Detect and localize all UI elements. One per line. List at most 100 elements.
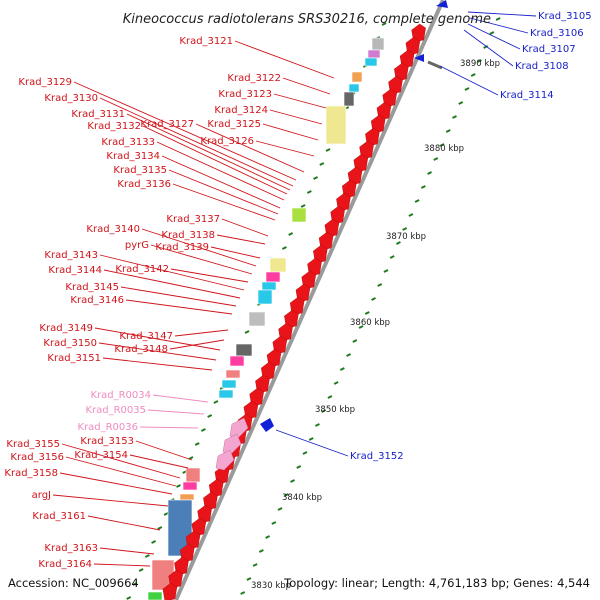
gene-label: Krad_3164 (38, 559, 92, 570)
gene-label: Krad_3142 (115, 264, 169, 275)
leader-line (161, 155, 281, 209)
tick-mark (495, 17, 501, 21)
leader-line (99, 97, 294, 187)
tick-mark (452, 115, 457, 119)
tick-mark (476, 59, 482, 63)
leader-line (99, 254, 245, 291)
gene-label: Krad_3105 (538, 11, 592, 22)
label-layer: 3890 kbp 3880 kbp 3870 kbp 3860 kbp 3850 kbp… (4, 11, 591, 591)
gene-label: Krad_R0035 (85, 405, 146, 416)
gene-label: Krad_3134 (106, 151, 160, 162)
kbp-mark: 3870 kbp (386, 232, 426, 242)
tick-mark (427, 171, 433, 175)
gene-label: Krad_3127 (140, 119, 194, 130)
tick-mark (333, 381, 339, 385)
leader-line (463, 29, 514, 67)
leader-line (98, 342, 217, 361)
leader-line (129, 454, 189, 469)
accession-text: Accession: NC_009664 (8, 576, 139, 590)
gene-label: Krad_3122 (227, 73, 281, 84)
ortholog-block (229, 355, 245, 367)
leader-line (120, 286, 237, 307)
tick-mark (296, 465, 302, 469)
tick-mark (489, 31, 495, 35)
gene-label: Krad_3156 (10, 452, 64, 463)
gene-label: Krad_3124 (214, 105, 268, 116)
tick-mark (364, 311, 370, 315)
tick-mark (414, 199, 420, 203)
leader-line (172, 183, 276, 221)
gene-label: Krad_R0036 (77, 422, 138, 433)
leader-line (126, 113, 291, 191)
leader-line (467, 11, 537, 17)
tick-mark (302, 451, 308, 455)
tick-mark (252, 563, 258, 567)
tick-mark (244, 330, 250, 334)
gene-label: Krad_3148 (114, 344, 168, 355)
leader-line (99, 547, 155, 555)
tick-mark (445, 129, 451, 133)
gene-label: Krad_3133 (101, 137, 155, 148)
leader-line (269, 109, 323, 125)
tick-mark (306, 190, 312, 194)
gene-label: Krad_3153 (80, 436, 134, 447)
leader-line (150, 244, 253, 275)
tick-mark (358, 325, 364, 329)
gene-label: Krad_3107 (522, 44, 576, 55)
gene-label: Krad_3150 (43, 338, 97, 349)
tick-mark (283, 493, 289, 497)
reverse-gene (260, 418, 274, 432)
leader-line (467, 23, 521, 50)
topology-text: Topology: linear; Length: 4,761,183 bp; … (283, 576, 590, 590)
tick-mark (151, 540, 157, 544)
leader-line (439, 65, 499, 96)
leader-line (273, 93, 327, 109)
leader-line (195, 123, 305, 173)
tick-mark (144, 554, 150, 558)
tick-mark (258, 549, 264, 553)
ortholog-block (185, 467, 201, 483)
tick-mark (371, 297, 376, 301)
ortholog-block (364, 57, 378, 67)
ortholog-block (182, 481, 198, 491)
tick-mark (188, 456, 194, 460)
kbp-mark: 3850 kbp (315, 405, 355, 415)
gene-label: argJ (32, 490, 51, 501)
gene-label: Krad_3152 (350, 451, 404, 462)
ortholog-block (367, 49, 381, 59)
leader-line (168, 169, 279, 215)
gene-label: Krad_3114 (500, 90, 554, 101)
tick-mark (300, 204, 306, 208)
tick-mark (389, 255, 395, 259)
gene-label: Krad_3151 (47, 353, 101, 364)
ortholog-block (269, 257, 287, 273)
tick-mark (281, 246, 287, 250)
label-line-layer (52, 11, 537, 567)
tick-mark (308, 437, 314, 441)
tick-mark (213, 400, 219, 404)
leader-line (142, 125, 288, 195)
tick-mark (319, 162, 325, 166)
tick-mark (464, 87, 470, 91)
leader-line (262, 123, 319, 141)
leader-line (152, 394, 209, 403)
ortholog-block (248, 311, 266, 327)
tick-mark (157, 526, 163, 530)
leader-line (170, 268, 249, 283)
leader-line (147, 409, 205, 415)
tick-mark (163, 512, 169, 516)
gene-label: Krad_3132 (87, 121, 141, 132)
gene-arrow (162, 582, 178, 600)
gene-label: Krad_3138 (161, 230, 215, 241)
gene-label: Krad_3149 (39, 323, 93, 334)
leader-line (275, 429, 349, 457)
map-title: Kineococcus radiotolerans SRS30216, comp… (123, 12, 491, 27)
gene-label: Krad_3144 (48, 265, 102, 276)
gene-label: Krad_3163 (44, 543, 98, 554)
gene-label: Krad_R0034 (90, 390, 151, 401)
ortholog-block (235, 343, 253, 357)
leader-line (135, 440, 193, 461)
ortholog-block (221, 379, 237, 389)
tick-mark (325, 148, 331, 152)
gene-label: Krad_3147 (119, 331, 173, 342)
